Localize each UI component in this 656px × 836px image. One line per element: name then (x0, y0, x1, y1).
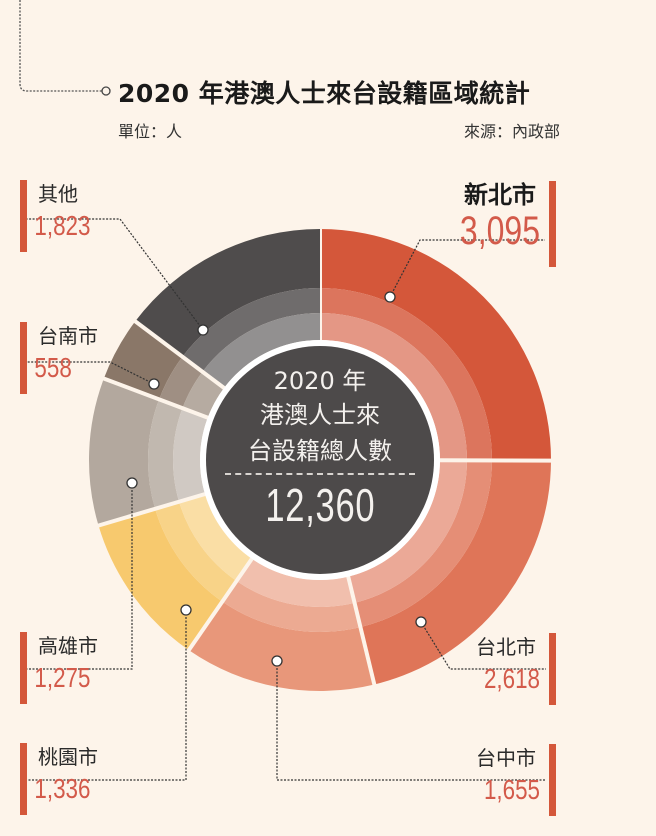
label-accent-bar (20, 180, 27, 252)
label-name: 新北市 (464, 181, 536, 209)
leader-line-taichung (276, 661, 546, 781)
label-accent-bar (549, 181, 556, 267)
segment-kaohsiung-inner-band (172, 408, 208, 502)
segment-separator (345, 574, 377, 687)
label-accent-bar (20, 743, 27, 815)
segment-separator (101, 375, 211, 421)
center-summary: 2020 年 港澳人士來 台設籍總人數 12,360 (205, 365, 435, 535)
segment-tainan-inner-band (159, 356, 203, 409)
label-name: 其他 (38, 182, 78, 206)
leader-line-taipei (420, 621, 546, 670)
label-taipei: 台北市 2,618 (416, 633, 556, 705)
leader-line-xinbei (389, 239, 545, 298)
center-line2: 港澳人士來 (260, 401, 380, 429)
label-accent-bar (549, 744, 556, 816)
segment-taipei-inner-band (354, 460, 492, 628)
leader-dot-kaohsiung (126, 477, 138, 489)
label-taoyuan: 桃園市 1,336 (20, 743, 160, 815)
label-value: 2,618 (483, 663, 540, 694)
label-other: 其他 1,823 (20, 180, 160, 252)
label-value: 1,655 (483, 774, 540, 805)
leader-lines (24, 218, 546, 781)
leader-dot-taichung (271, 655, 283, 667)
label-kaohsiung: 高雄市 1,275 (20, 632, 160, 704)
segment-tainan-inner-band (182, 371, 225, 418)
leader-dot-tainan (148, 378, 160, 390)
segment-taipei-inner-band (348, 460, 467, 603)
segment-separator (132, 318, 227, 391)
label-value: 3,095 (459, 209, 540, 253)
segment-separator (96, 491, 208, 529)
source-label: 來源：內政部 (463, 122, 560, 141)
segment-separator (186, 555, 255, 653)
center-divider (225, 473, 415, 475)
label-accent-bar (20, 322, 27, 394)
segment-taoyuan-inner-band (179, 494, 252, 581)
label-xinbei: 新北市 3,095 (396, 181, 556, 267)
leader-line-tainan (24, 361, 155, 385)
label-name: 台北市 (476, 635, 536, 659)
leader-dot-taipei (415, 616, 427, 628)
title-bracket-line (19, 0, 102, 92)
segment-taoyuan (98, 508, 223, 651)
donut-segments (88, 227, 554, 691)
label-name: 桃園市 (38, 745, 98, 769)
center-line3: 台設籍總人數 (248, 437, 392, 465)
segment-xinbei (320, 229, 551, 461)
segment-kaohsiung-inner-band (147, 399, 183, 509)
segment-taoyuan-inner-band (155, 501, 237, 602)
segment-taichung (188, 601, 375, 691)
segment-other-inner-band (202, 313, 320, 388)
center-year: 2020 年 (273, 367, 367, 395)
segment-other-inner-band (182, 288, 320, 372)
leader-dot-xinbei (384, 291, 396, 303)
leader-line-taoyuan (24, 610, 187, 781)
label-accent-bar (20, 632, 27, 704)
segment-xinbei-inner-band (320, 313, 467, 461)
label-value: 1,823 (34, 210, 91, 241)
segment-other (135, 229, 320, 357)
label-accent-bar (549, 633, 556, 705)
title-bracket-dot (101, 86, 111, 96)
label-value: 1,275 (34, 662, 91, 693)
center-circle (206, 346, 434, 574)
label-value: 558 (34, 352, 72, 383)
label-name: 台中市 (476, 746, 536, 770)
leader-dot-taoyuan (180, 604, 192, 616)
label-name: 台南市 (38, 324, 98, 348)
leader-dot-other (197, 324, 209, 336)
chart-title: 2020 年港澳人士來台設籍區域統計 (118, 79, 531, 108)
segment-tainan (103, 321, 183, 400)
label-tainan: 台南市 558 (20, 322, 160, 394)
leader-line-kaohsiung (24, 483, 133, 670)
segment-kaohsiung (88, 378, 160, 526)
segment-taichung-inner-band (236, 558, 355, 607)
center-total: 12,360 (264, 479, 376, 531)
segment-taipei (360, 460, 551, 685)
label-name: 高雄市 (38, 634, 98, 658)
segment-xinbei-inner-band (320, 288, 492, 461)
leader-line-other (24, 218, 204, 331)
unit-label: 單位：人 (118, 122, 183, 141)
label-taichung: 台中市 1,655 (416, 744, 556, 816)
label-value: 1,336 (34, 773, 91, 804)
segment-taichung-inner-band (222, 580, 361, 632)
